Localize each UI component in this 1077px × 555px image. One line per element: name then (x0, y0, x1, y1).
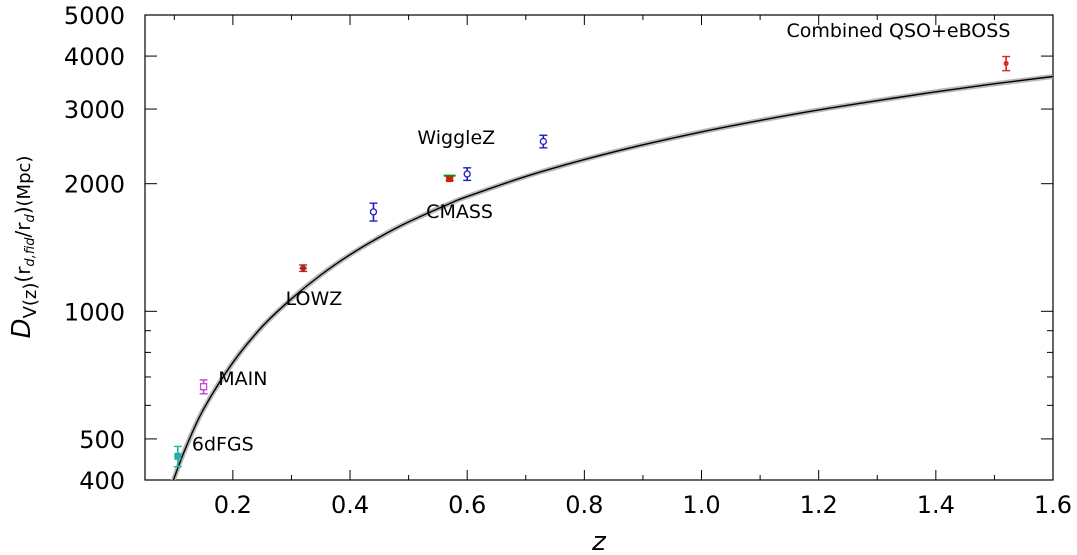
data-point-wigglez (463, 167, 472, 182)
x-tick-label: 1.2 (800, 491, 838, 519)
annotation-label: MAIN (218, 368, 267, 390)
y-tick-label: 500 (79, 426, 125, 454)
annotation-label: LOWZ (286, 288, 343, 310)
marker (463, 170, 471, 178)
data-point-main (199, 379, 208, 395)
annotation-label: 6dFGS (192, 433, 254, 455)
annotation-layer: 6dFGS MAIN LOWZ CMASS WiggleZ Combined QSO+eB… (192, 20, 1011, 455)
x-tick-label: 1.0 (682, 491, 720, 519)
x-tick-label: 1.4 (917, 491, 955, 519)
y-tick-label: 5000 (64, 2, 125, 30)
x-tick-label: 1.6 (1034, 491, 1072, 519)
data-point-cmass (443, 174, 456, 183)
data-point-combined-qso-eboss (1002, 55, 1011, 72)
y-tick-label: 400 (79, 467, 125, 495)
model-curve-layer (170, 74, 1053, 480)
marker (199, 383, 208, 391)
model-curve (172, 75, 1053, 480)
x-tick-label: 0.8 (565, 491, 603, 519)
marker (446, 175, 454, 183)
x-tick-label: 0.2 (214, 491, 252, 519)
axis-tick-labels: 0.2 0.4 0.6 0.8 1.0 1.2 1.4 1.6 400 500 1000 2000 30… (64, 2, 1072, 519)
y-tick-label: 4000 (64, 43, 125, 71)
y-tick-label: 3000 (64, 96, 125, 124)
plot-frame (144, 14, 1054, 481)
marker (369, 208, 378, 216)
x-tick-label: 0.6 (448, 491, 486, 519)
data-points-layer (173, 55, 1011, 468)
svg-text:DV(z)(rd,fid/rd)(Mpc): DV(z)(rd,fid/rd)(Mpc) (7, 156, 41, 339)
marker (174, 452, 182, 460)
marker (539, 137, 547, 146)
annotation-label: CMASS (426, 201, 493, 223)
y-tick-label: 1000 (64, 298, 125, 326)
y-axis-title: DV(z)(rd,fid/rd)(Mpc) (7, 156, 41, 339)
data-point-wigglez (539, 134, 548, 149)
annotation-label: WiggleZ (417, 127, 495, 149)
marker (1003, 60, 1009, 66)
axis-ticks (145, 14, 1054, 481)
x-axis-title: z (591, 527, 607, 555)
data-point-lowz (299, 264, 308, 273)
model-uncertainty-band (170, 74, 1053, 480)
data-point-wigglez (369, 202, 378, 222)
marker (299, 264, 308, 273)
y-tick-label: 2000 (64, 171, 125, 199)
annotation-label: Combined QSO+eBOSS (786, 20, 1010, 42)
x-tick-label: 0.4 (331, 491, 369, 519)
data-point-6dfgs (173, 445, 182, 468)
